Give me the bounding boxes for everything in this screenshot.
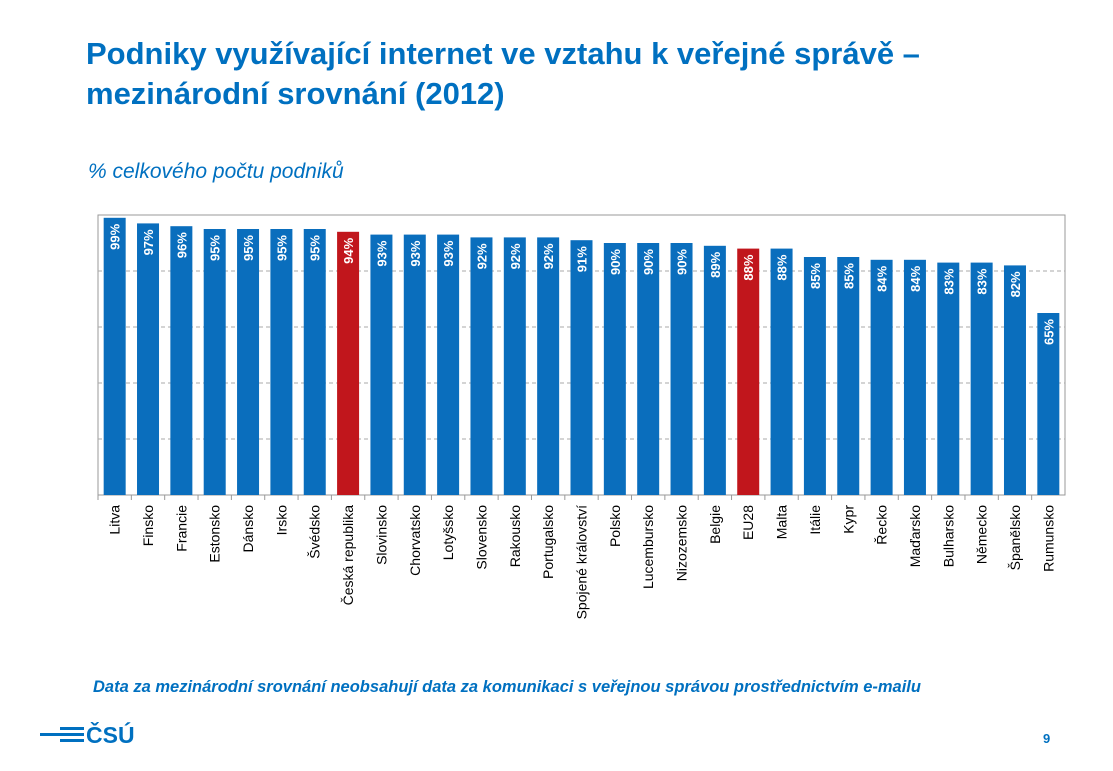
bar: [437, 234, 460, 495]
x-tick-label: Portugalsko: [540, 505, 556, 579]
x-tick-label: Polsko: [607, 505, 623, 547]
data-label: 90%: [675, 249, 690, 275]
data-label: 88%: [775, 254, 790, 280]
data-label: 85%: [841, 263, 856, 289]
x-tick-label: Německo: [974, 505, 990, 564]
bar: [970, 262, 993, 495]
data-label: 90%: [641, 249, 656, 275]
subtitle: % celkového počtu podniků: [88, 160, 344, 183]
data-label: 85%: [808, 263, 823, 289]
x-tick-label: Francie: [173, 505, 189, 552]
x-tick-label: Belgie: [707, 505, 723, 544]
data-label: 96%: [174, 232, 189, 258]
bar: [870, 259, 893, 495]
data-label: 99%: [108, 223, 123, 249]
x-tick-label: Chorvatsko: [407, 505, 423, 576]
x-tick-label: Spojené království: [574, 505, 590, 620]
x-tick-label: Slovensko: [473, 505, 489, 570]
bar: [1003, 265, 1026, 495]
data-label: 65%: [1041, 319, 1056, 345]
data-label: 95%: [274, 235, 289, 261]
x-tick-label: Kypr: [840, 505, 856, 534]
bar: [703, 245, 726, 495]
data-label: 89%: [708, 251, 723, 277]
x-tick-label: Finsko: [140, 505, 156, 546]
bar: [470, 237, 493, 495]
bar: [503, 237, 526, 495]
bar: [170, 226, 193, 495]
x-tick-label: Estonsko: [207, 505, 223, 563]
x-tick-label: Lotyšsko: [440, 505, 456, 560]
x-tick-label: Nizozemsko: [674, 505, 690, 581]
x-tick-label: Řecko: [874, 505, 890, 545]
data-label: 92%: [474, 243, 489, 269]
bar: [270, 229, 293, 495]
x-tick-label: EU28: [740, 505, 756, 540]
bar: [103, 217, 126, 496]
data-label: 94%: [341, 237, 356, 263]
x-tick-label: Dánsko: [240, 505, 256, 553]
data-label: 91%: [575, 246, 590, 272]
data-label: 82%: [1008, 271, 1023, 297]
page-number: 9: [1043, 731, 1051, 746]
data-label: 88%: [741, 254, 756, 280]
bar: [403, 234, 426, 495]
bar: [803, 257, 826, 495]
x-tick-label: Bulharsko: [940, 505, 956, 567]
x-tick-label: Slovinsko: [373, 505, 389, 565]
data-label: 92%: [508, 243, 523, 269]
x-tick-label: Malta: [774, 505, 790, 539]
x-tick-label: Irsko: [273, 505, 289, 536]
note: Data za mezinárodní srovnání neobsahují …: [93, 678, 921, 696]
bar: [903, 259, 926, 495]
chart: Litva 99% Finsko 97% Francie 96% Estonsko 95% Dá…: [97, 214, 1066, 620]
bar: [637, 243, 660, 495]
x-tick-label: Česká republika: [340, 505, 356, 606]
bar: [337, 231, 360, 496]
data-label: 93%: [441, 240, 456, 266]
data-label: 95%: [241, 235, 256, 261]
bar: [670, 243, 693, 495]
logo-lines: [40, 727, 84, 742]
x-tick-label: Lucembursko: [640, 505, 656, 589]
x-tick-label: Litva: [107, 505, 123, 535]
data-label: 93%: [374, 240, 389, 266]
bar: [303, 229, 326, 495]
data-label: 84%: [908, 265, 923, 291]
logo: ČSÚ: [86, 722, 135, 748]
bar: [570, 240, 593, 495]
x-tick-label: Rumunsko: [1040, 505, 1056, 572]
bar: [603, 243, 626, 495]
x-tick-label: Itálie: [807, 505, 823, 535]
bar: [937, 262, 960, 495]
data-label: 83%: [975, 268, 990, 294]
data-label: 92%: [541, 243, 556, 269]
bar: [370, 234, 393, 495]
data-label: 90%: [608, 249, 623, 275]
x-tick-label: Švédsko: [307, 505, 323, 559]
bar: [237, 229, 260, 495]
data-label: 83%: [941, 268, 956, 294]
bar: [837, 257, 860, 495]
bar: [770, 248, 793, 495]
bar: [1037, 313, 1060, 495]
bar: [203, 229, 226, 495]
x-tick-label: Španělsko: [1007, 505, 1023, 571]
data-label: 95%: [208, 235, 223, 261]
title: Podniky využívající internet ve vztahu k…: [86, 36, 920, 111]
data-label: 84%: [875, 265, 890, 291]
bar: [537, 237, 560, 495]
x-tick-label: Rakousko: [507, 505, 523, 567]
data-label: 93%: [408, 240, 423, 266]
x-tick-label: Maďarsko: [907, 505, 923, 568]
bar: [137, 223, 160, 495]
bar: [737, 248, 760, 495]
data-label: 97%: [141, 229, 156, 255]
data-label: 95%: [308, 235, 323, 261]
